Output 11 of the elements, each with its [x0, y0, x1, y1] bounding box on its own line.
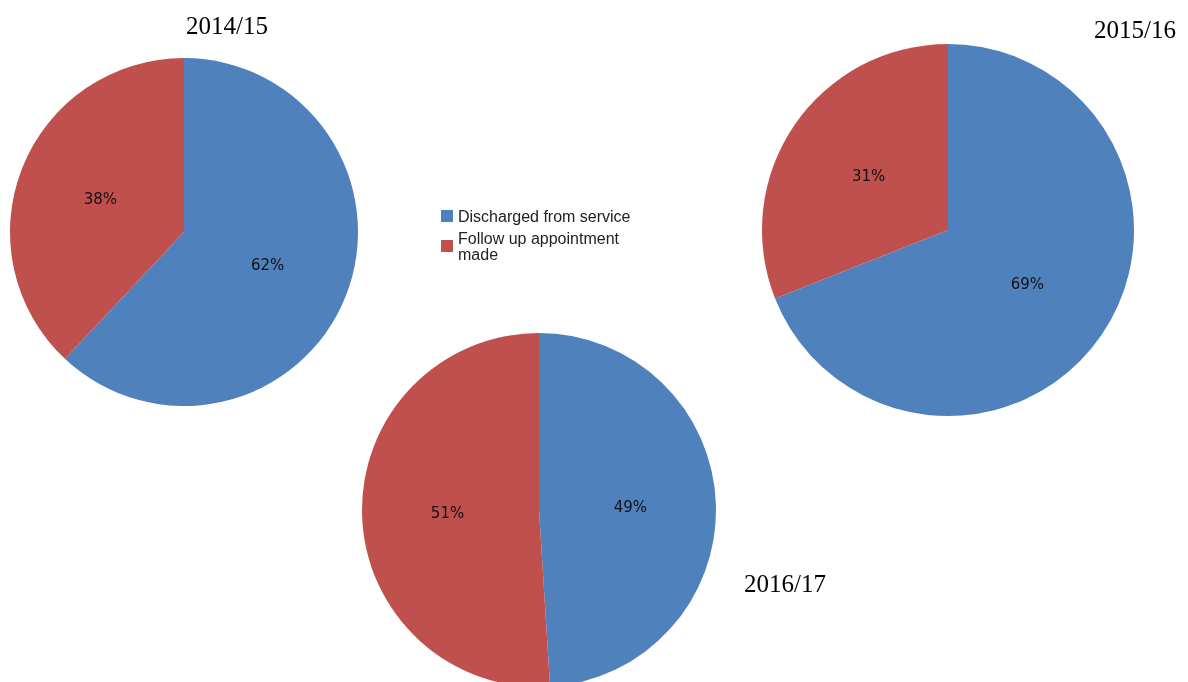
- data-label: 62%: [251, 256, 285, 275]
- data-label: 31%: [851, 167, 886, 186]
- slice-label: 2015/16: [1094, 16, 1176, 43]
- data-label: 51%: [430, 503, 465, 522]
- data-label: 69%: [1010, 274, 1045, 293]
- slice-label: 2016/17: [744, 570, 826, 597]
- slice-label: 2014/15: [186, 12, 268, 39]
- data-label: 38%: [83, 189, 117, 208]
- legend-label: Follow up appointment made: [458, 229, 624, 263]
- data-label: 49%: [613, 498, 648, 517]
- legend-label: Discharged from service: [458, 207, 631, 225]
